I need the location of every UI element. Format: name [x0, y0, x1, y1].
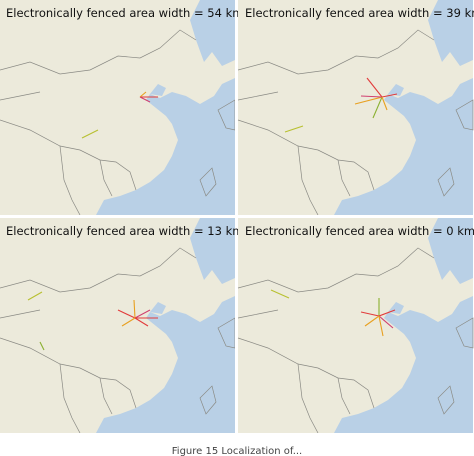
panel: Electronically fenced area width = 13 km — [0, 218, 243, 433]
caption: Figure 15 Localization of... — [172, 446, 302, 456]
vectors — [81, 91, 158, 139]
panel-title: Electronically fenced area width = 0 km — [245, 224, 474, 238]
panel: Electronically fenced area width = 0 km — [237, 218, 474, 433]
panel: Electronically fenced area width = 54 km — [0, 0, 243, 215]
vectors — [270, 289, 396, 337]
panel: Electronically fenced area width = 39 km — [237, 0, 474, 215]
panel-title: Electronically fenced area width = 54 km — [6, 6, 243, 20]
vectors — [27, 291, 158, 351]
panel-title: Electronically fenced area width = 39 km — [245, 6, 474, 20]
panel-title: Electronically fenced area width = 13 km — [6, 224, 243, 238]
vectors — [284, 77, 398, 133]
